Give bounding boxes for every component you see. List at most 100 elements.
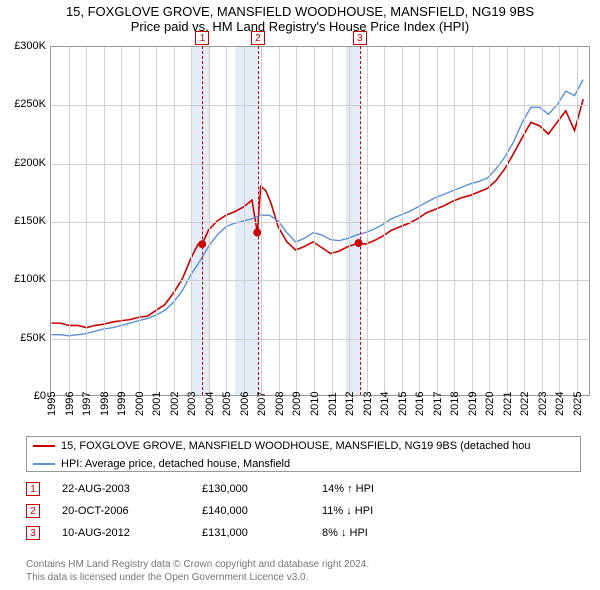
x-tick-label: 2002 [169,392,181,416]
x-tick-label: 2021 [502,392,514,416]
gridline-vertical [86,47,87,395]
x-tick-label: 2003 [186,392,198,416]
transaction-delta: 8% ↓ HPI [322,527,442,539]
title-block: 15, FOXGLOVE GROVE, MANSFIELD WOODHOUSE,… [0,0,600,40]
y-tick-label: £200K [14,157,46,169]
gridline-vertical [524,47,525,395]
transaction-price: £140,000 [202,505,322,517]
x-tick-label: 2025 [572,392,584,416]
gridline-horizontal [51,105,589,106]
chart-subtitle: Price paid vs. HM Land Registry's House … [10,19,590,34]
y-tick-label: £100K [14,273,46,285]
x-tick-label: 2010 [309,392,321,416]
gridline-vertical [191,47,192,395]
legend-swatch [33,463,55,465]
x-tick-label: 1995 [46,392,58,416]
transaction-date: 20-OCT-2006 [62,505,202,517]
transaction-date: 10-AUG-2012 [62,527,202,539]
transaction-marker-dot [355,239,363,247]
transaction-marker-line [258,41,259,395]
x-tick-label: 1997 [81,392,93,416]
x-tick-label: 2008 [274,392,286,416]
legend-item-price-paid: 15, FOXGLOVE GROVE, MANSFIELD WOODHOUSE,… [27,437,580,455]
attribution: Contains HM Land Registry data © Crown c… [26,558,369,584]
x-tick-label: 2006 [239,392,251,416]
attribution-line: This data is licensed under the Open Gov… [26,571,369,584]
gridline-vertical [69,47,70,395]
transaction-date: 22-AUG-2003 [62,483,202,495]
transaction-row: 1 22-AUG-2003£130,00014% ↑ HPI [26,478,581,500]
gridline-horizontal [51,164,589,165]
gridline-vertical [367,47,368,395]
gridline-vertical [384,47,385,395]
gridline-horizontal [51,339,589,340]
legend: 15, FOXGLOVE GROVE, MANSFIELD WOODHOUSE,… [26,436,581,472]
gridline-vertical [156,47,157,395]
legend-label: 15, FOXGLOVE GROVE, MANSFIELD WOODHOUSE,… [61,440,530,452]
series-price_paid [52,99,584,327]
gridline-vertical [507,47,508,395]
gridline-vertical [121,47,122,395]
x-tick-label: 2020 [484,392,496,416]
gridline-vertical [419,47,420,395]
gridline-vertical [296,47,297,395]
gridline-horizontal [51,280,589,281]
legend-item-hpi: HPI: Average price, detached house, Mans… [27,455,580,472]
chart-container: 15, FOXGLOVE GROVE, MANSFIELD WOODHOUSE,… [0,0,600,590]
transaction-index-badge: 2 [26,504,40,518]
gridline-vertical [332,47,333,395]
legend-swatch [33,445,55,447]
gridline-vertical [226,47,227,395]
x-tick-label: 2013 [362,392,374,416]
gridline-vertical [279,47,280,395]
series-hpi [52,80,584,336]
gridline-vertical [314,47,315,395]
transaction-index-badge: 1 [26,482,40,496]
transaction-marker-line [360,41,361,395]
x-tick-label: 2001 [151,392,163,416]
gridline-horizontal [51,222,589,223]
x-tick-label: 2007 [256,392,268,416]
transactions-table: 1 22-AUG-2003£130,00014% ↑ HPI 2 20-OCT-200… [26,478,581,544]
gridline-vertical [437,47,438,395]
x-tick-label: 2023 [537,392,549,416]
chart-plot-area: 123 [50,46,590,396]
y-tick-label: £150K [14,215,46,227]
y-tick-label: £0 [34,390,46,402]
gridline-vertical [349,47,350,395]
transaction-marker-index: 3 [353,31,367,45]
gridline-vertical [559,47,560,395]
x-tick-label: 2016 [414,392,426,416]
gridline-vertical [489,47,490,395]
transaction-marker-index: 2 [251,31,265,45]
chart-title-address: 15, FOXGLOVE GROVE, MANSFIELD WOODHOUSE,… [10,4,590,19]
x-tick-label: 1998 [99,392,111,416]
x-tick-label: 2000 [134,392,146,416]
x-tick-label: 2012 [344,392,356,416]
gridline-vertical [209,47,210,395]
x-tick-label: 2004 [204,392,216,416]
y-tick-label: £50K [20,332,46,344]
gridline-vertical [577,47,578,395]
x-tick-label: 2022 [519,392,531,416]
gridline-vertical [472,47,473,395]
gridline-vertical [174,47,175,395]
gridline-vertical [402,47,403,395]
y-axis: £0£50K£100K£150K£200K£250K£300K [0,46,48,396]
gridline-vertical [261,47,262,395]
transaction-delta: 14% ↑ HPI [322,483,442,495]
y-tick-label: £250K [14,98,46,110]
x-tick-label: 1999 [116,392,128,416]
transaction-price: £130,000 [202,483,322,495]
x-tick-label: 2017 [432,392,444,416]
gridline-vertical [454,47,455,395]
transaction-delta: 11% ↓ HPI [322,505,442,517]
chart-svg [51,47,589,395]
gridline-vertical [542,47,543,395]
x-tick-label: 2014 [379,392,391,416]
gridline-vertical [139,47,140,395]
x-tick-label: 2009 [291,392,303,416]
transaction-index-badge: 3 [26,526,40,540]
transaction-marker-line [202,41,203,395]
transaction-row: 310-AUG-2012£131,0008% ↓ HPI [26,522,581,544]
